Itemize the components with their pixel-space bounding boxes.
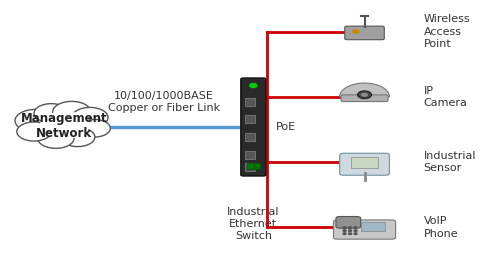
Text: PoE: PoE xyxy=(276,122,296,132)
Circle shape xyxy=(343,233,346,234)
Wedge shape xyxy=(340,83,389,97)
FancyBboxPatch shape xyxy=(247,163,254,169)
Circle shape xyxy=(17,122,51,141)
FancyBboxPatch shape xyxy=(245,151,255,159)
Circle shape xyxy=(343,227,346,228)
FancyBboxPatch shape xyxy=(333,220,396,239)
Text: Wireless
Access
Point: Wireless Access Point xyxy=(424,14,470,49)
Circle shape xyxy=(353,30,359,33)
Text: IP
Camera: IP Camera xyxy=(424,86,468,108)
Circle shape xyxy=(40,111,90,139)
Circle shape xyxy=(15,109,56,132)
Circle shape xyxy=(349,233,352,234)
FancyBboxPatch shape xyxy=(245,133,255,141)
Circle shape xyxy=(354,230,357,231)
Text: Industrial
Ethernet
Switch: Industrial Ethernet Switch xyxy=(227,208,280,241)
Circle shape xyxy=(250,84,257,88)
Circle shape xyxy=(343,230,346,231)
Circle shape xyxy=(53,101,91,122)
FancyBboxPatch shape xyxy=(241,78,266,176)
Circle shape xyxy=(357,91,371,99)
FancyBboxPatch shape xyxy=(341,95,388,102)
FancyBboxPatch shape xyxy=(340,153,389,175)
Circle shape xyxy=(34,104,69,123)
FancyBboxPatch shape xyxy=(361,222,385,231)
Circle shape xyxy=(349,230,352,231)
Text: Management
Network: Management Network xyxy=(21,112,107,140)
FancyBboxPatch shape xyxy=(245,98,255,106)
Circle shape xyxy=(361,93,368,97)
Circle shape xyxy=(79,119,110,137)
Circle shape xyxy=(72,107,108,128)
Text: Industrial
Sensor: Industrial Sensor xyxy=(424,151,476,173)
FancyBboxPatch shape xyxy=(351,157,378,167)
FancyBboxPatch shape xyxy=(336,216,361,228)
FancyBboxPatch shape xyxy=(245,163,255,171)
Text: 10/100/1000BASE
Copper or Fiber Link: 10/100/1000BASE Copper or Fiber Link xyxy=(108,91,220,113)
FancyBboxPatch shape xyxy=(254,163,260,169)
Circle shape xyxy=(354,227,357,228)
Circle shape xyxy=(349,227,352,228)
FancyBboxPatch shape xyxy=(245,116,255,123)
Circle shape xyxy=(38,128,74,148)
Circle shape xyxy=(354,233,357,234)
FancyBboxPatch shape xyxy=(345,26,384,40)
Text: VoIP
Phone: VoIP Phone xyxy=(424,216,458,239)
Circle shape xyxy=(60,128,95,147)
